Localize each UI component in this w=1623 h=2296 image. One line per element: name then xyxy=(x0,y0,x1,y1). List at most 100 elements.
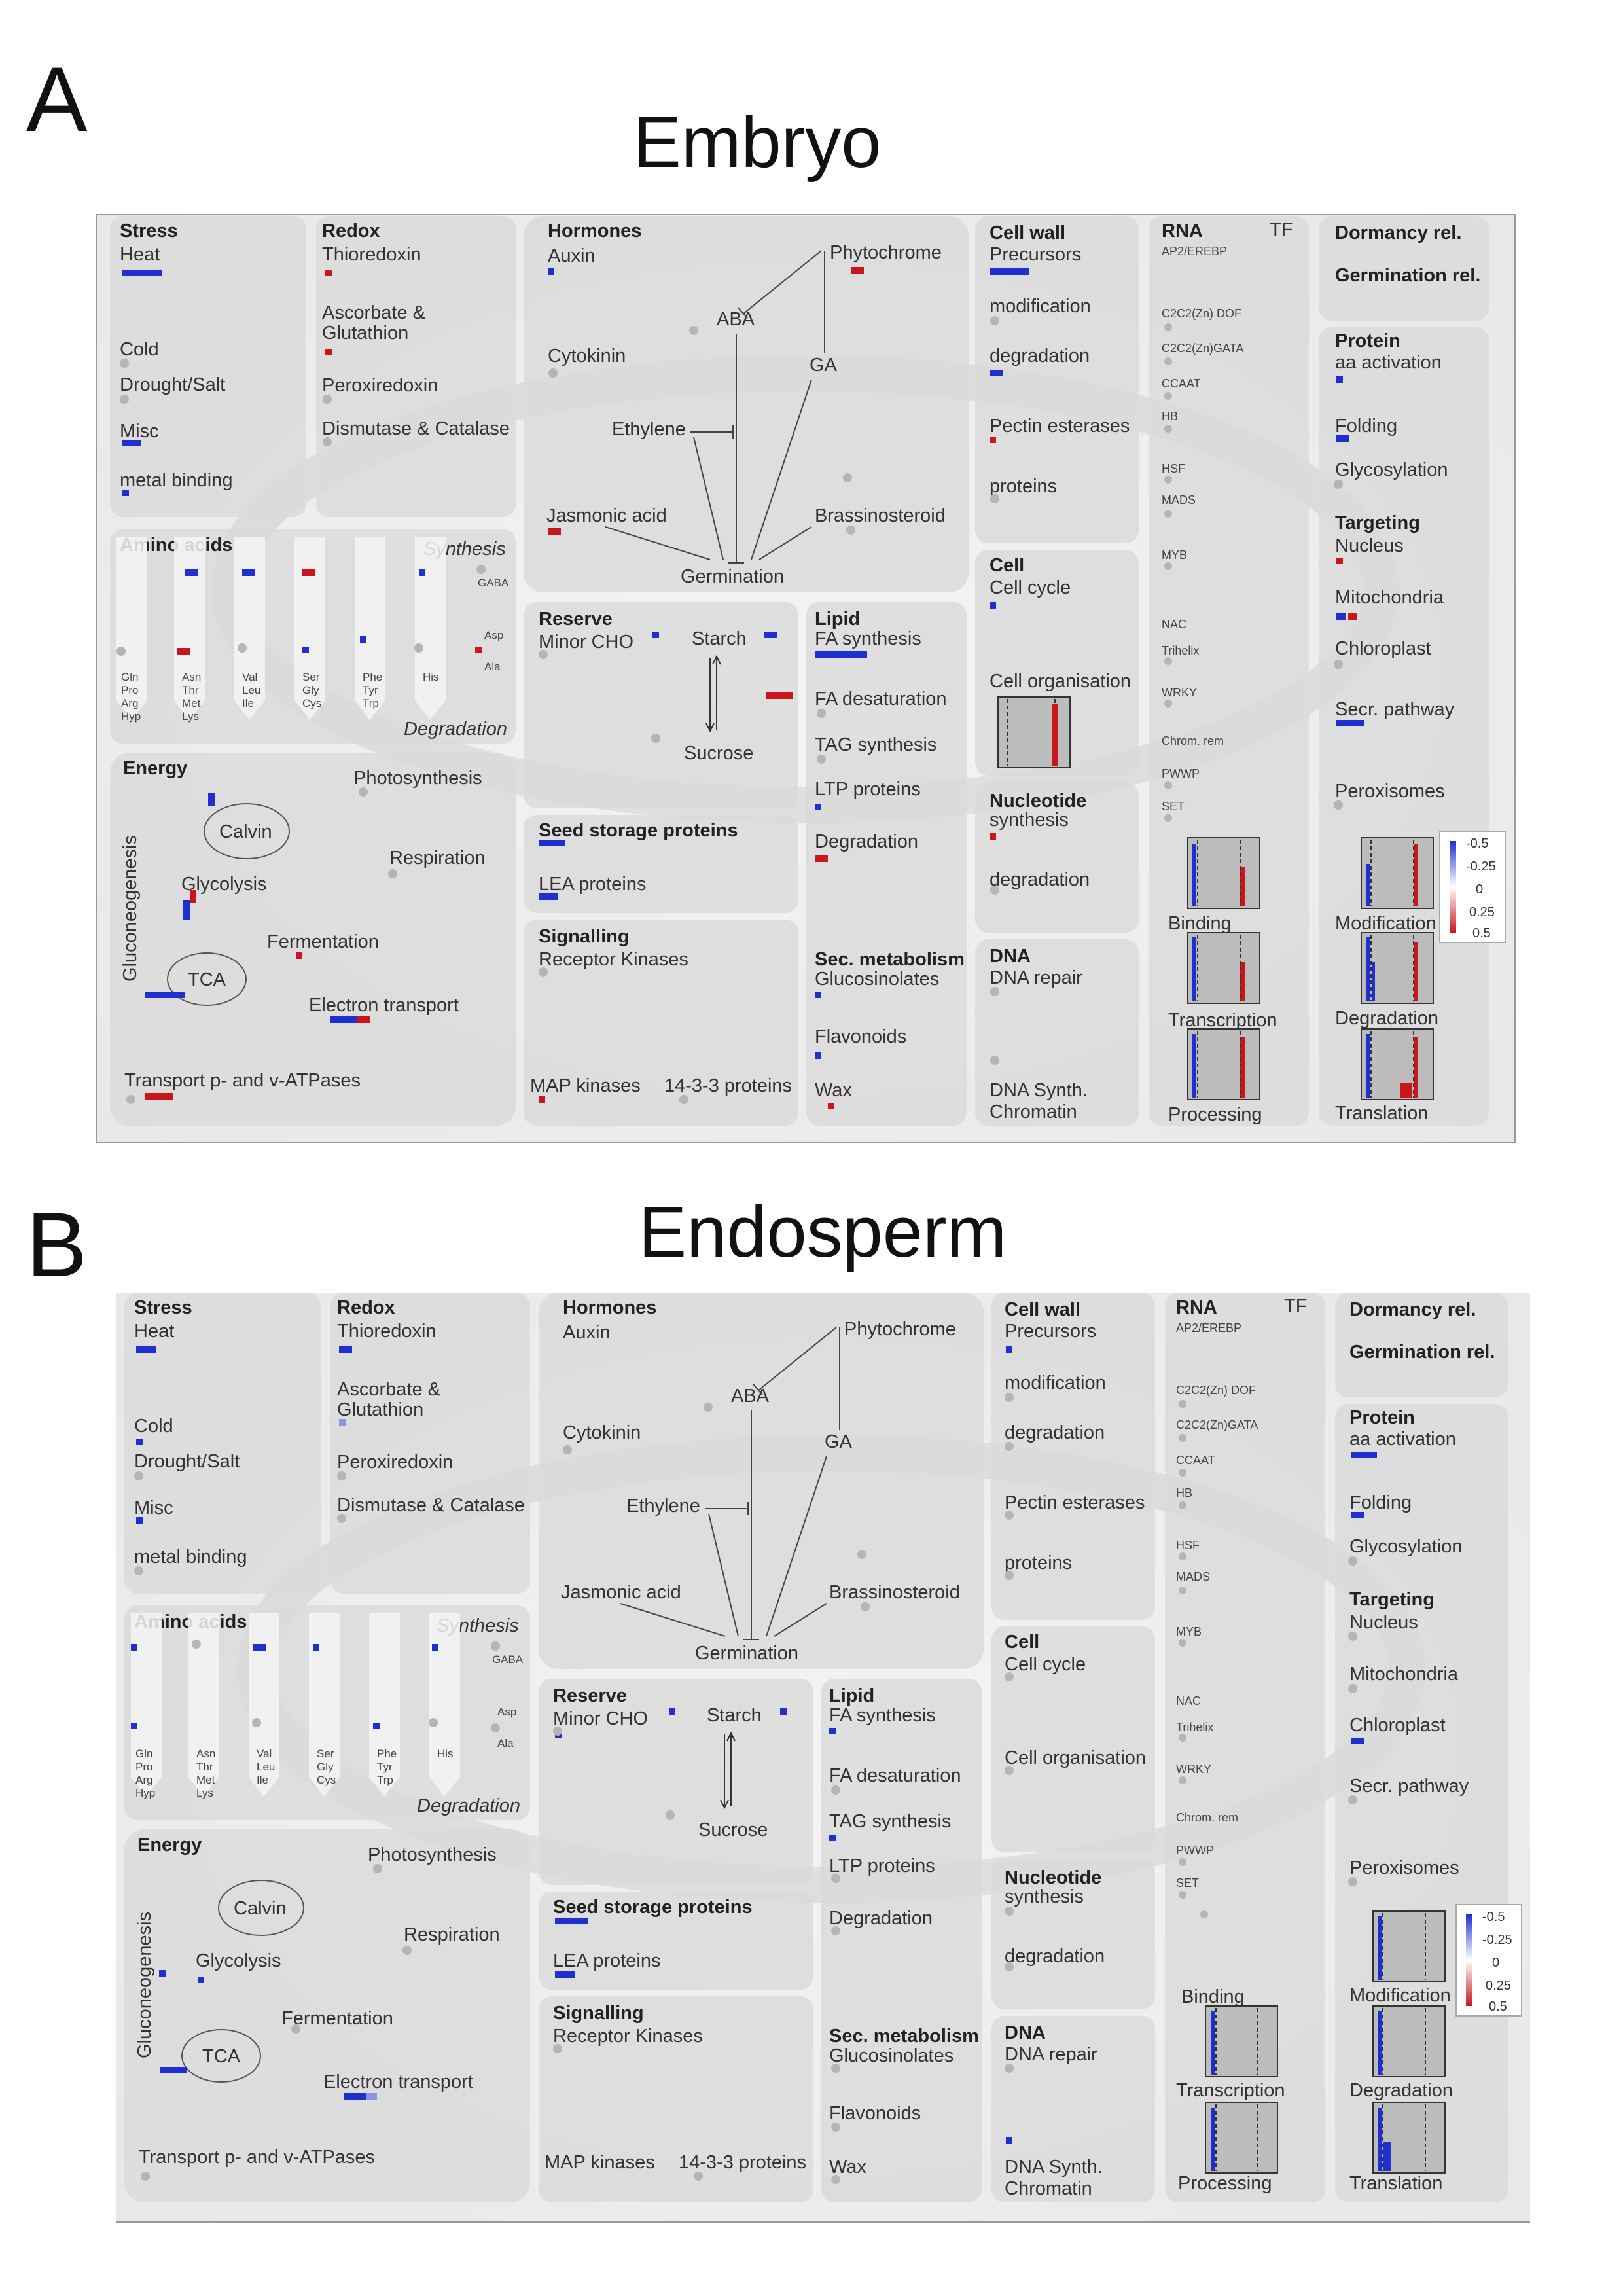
energy-gluco: Gluconeogenesis xyxy=(120,835,141,982)
cellwall-proteins: proteins xyxy=(990,476,1057,497)
redox-peroxiredoxin: Peroxiredoxin xyxy=(337,1452,453,1473)
rna-binding-label: Binding xyxy=(1181,1986,1245,2007)
nucleotide-degradation: degradation xyxy=(1005,1946,1105,1967)
aa-label: Trp xyxy=(377,1774,393,1786)
rna-transcription-chart xyxy=(1205,2005,1278,2077)
nucleotide-synthesis: synthesis xyxy=(990,810,1069,831)
protein-folding: Folding xyxy=(1349,1492,1412,1513)
aa-label: Cys xyxy=(317,1774,336,1786)
tf-item: HB xyxy=(1176,1486,1192,1499)
rna-tf: TF xyxy=(1270,219,1293,240)
energy-photo: Photosynthesis xyxy=(368,1844,497,1865)
seed-header: Seed storage proteins xyxy=(553,1897,753,1918)
cellwall-box xyxy=(975,216,1139,543)
aa-label: Lys xyxy=(196,1787,213,1799)
hormone-aba: ABA xyxy=(717,309,755,330)
chart-bars-blue xyxy=(1192,844,1375,1098)
dormancy-label: Dormancy rel. xyxy=(1349,1299,1476,1320)
energy-tca: TCA xyxy=(188,969,226,990)
seed-storage-box xyxy=(539,1892,813,1990)
protein-modification-label: Modification xyxy=(1349,1985,1451,2006)
energy-tca: TCA xyxy=(202,2046,241,2067)
tf-item: C2C2(Zn) DOF xyxy=(1176,1384,1256,1397)
signalling-map: MAP kinases xyxy=(544,2152,655,2173)
aa-label: Thr xyxy=(196,1761,213,1773)
reserve-starch: Starch xyxy=(692,628,747,649)
aa-label: Phe xyxy=(377,1748,397,1760)
aa-label: Lys xyxy=(182,710,199,723)
targeting-secr: Secr. pathway xyxy=(1335,699,1455,720)
nucleotide-box xyxy=(975,782,1139,933)
tca-ellipse xyxy=(167,952,247,1006)
tf-item: PWWP xyxy=(1162,767,1200,780)
redox-box xyxy=(316,216,516,517)
aa-label: Gln xyxy=(121,671,138,683)
aa-label: Arg xyxy=(135,1774,152,1786)
grey-dots xyxy=(134,1393,1357,2184)
hormone-arrows xyxy=(620,1327,840,1640)
tca-ellipse xyxy=(181,2029,261,2083)
cell-cycle: Cell cycle xyxy=(990,577,1071,598)
lipid-tag: TAG synthesis xyxy=(829,1811,951,1832)
reserve-box xyxy=(539,1679,813,1885)
signalling-header: Signalling xyxy=(539,926,630,947)
redox-header: Redox xyxy=(337,1297,395,1318)
signalling-box xyxy=(539,1996,813,2202)
rna-processing-chart xyxy=(1205,2102,1278,2174)
secmet-gluco: Glucosinolates xyxy=(815,969,939,990)
dna-repair: DNA repair xyxy=(990,967,1082,988)
dormancy-box xyxy=(1335,1293,1508,1397)
aa-label: Leu xyxy=(257,1761,275,1773)
dna-chromatin: Chromatin xyxy=(990,1102,1077,1122)
aa-label: Trp xyxy=(363,697,379,709)
redox-ascorbate: Ascorbate & xyxy=(322,302,425,323)
lipid-box xyxy=(821,1679,982,2202)
hormone-ethylene: Ethylene xyxy=(612,419,686,440)
hormone-phytochrome: Phytochrome xyxy=(844,1319,956,1340)
amino-asp: Asp xyxy=(497,1706,516,1718)
rna-transcription-chart xyxy=(1187,932,1260,1004)
secmet-gluco: Glucosinolates xyxy=(829,2045,954,2066)
amino-gaba: GABA xyxy=(492,1653,524,1666)
protein-modification-label: Modification xyxy=(1335,913,1436,934)
aa-label: Ile xyxy=(242,697,254,709)
secmet-flavonoids: Flavonoids xyxy=(829,2103,921,2124)
targeting-mito: Mitochondria xyxy=(1335,587,1444,608)
hormone-auxin: Auxin xyxy=(548,245,596,266)
stress-box xyxy=(110,216,306,517)
legend-label: -0.25 xyxy=(1482,1933,1512,1947)
redox-dismutase: Dismutase & Catalase xyxy=(337,1495,525,1516)
hormone-ga: GA xyxy=(825,1431,853,1452)
amino-ala: Ala xyxy=(497,1737,514,1749)
reserve-minor: Minor CHO xyxy=(553,1708,648,1729)
energy-gluco: Gluconeogenesis xyxy=(134,1912,155,2058)
hormone-cytokinin: Cytokinin xyxy=(548,346,626,367)
lipid-degradation: Degradation xyxy=(815,831,918,852)
tf-item: MADS xyxy=(1162,493,1196,507)
nucleotide-header: Nucleotide xyxy=(990,791,1086,812)
starch-sucrose-arrows xyxy=(705,655,721,733)
energy-ferm: Fermentation xyxy=(267,931,379,952)
legend-label: 0.25 xyxy=(1486,1979,1511,1993)
amino-gaba: GABA xyxy=(478,577,509,589)
hormones-box xyxy=(539,1293,984,1669)
aa-label: Gly xyxy=(302,684,319,696)
stress-cold: Cold xyxy=(134,1416,173,1437)
dormancy-label: Dormancy rel. xyxy=(1335,223,1461,243)
aa-label: Gln xyxy=(135,1748,152,1760)
energy-resp: Respiration xyxy=(404,1924,500,1945)
aa-label: Ser xyxy=(302,671,320,683)
energy-etrans: Electron transport xyxy=(309,995,459,1016)
tf-item: HSF xyxy=(1176,1539,1200,1552)
cell-box xyxy=(991,1626,1155,1852)
aa-label: Val xyxy=(242,671,257,683)
rna-header: RNA xyxy=(1176,1297,1217,1318)
energy-ferm: Fermentation xyxy=(281,2008,393,2029)
aa-label: Pro xyxy=(135,1761,152,1773)
protein-glyco: Glycosylation xyxy=(1335,459,1448,480)
stress-metal: metal binding xyxy=(120,470,233,491)
panel-endosperm: B Endosperm Stress Heat Cold Drought/Sal… xyxy=(26,1192,1530,2223)
hormone-arrows xyxy=(605,250,825,564)
mini-charts xyxy=(1205,1910,1446,2174)
